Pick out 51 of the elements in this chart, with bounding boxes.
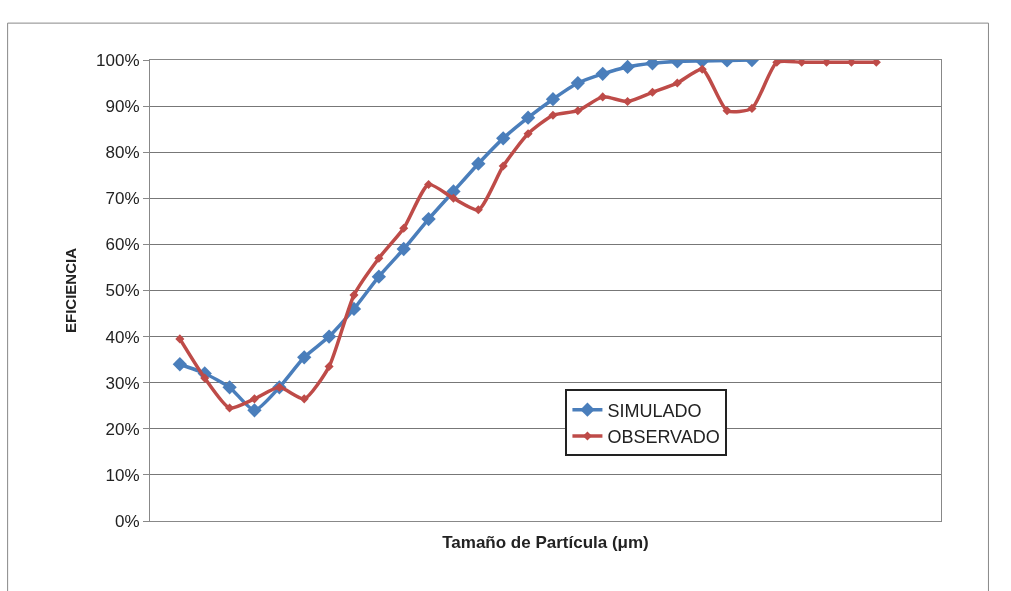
y-tick-label: 20% — [105, 419, 140, 439]
point — [620, 60, 635, 75]
y-tick-label: 0% — [115, 511, 140, 531]
point — [200, 373, 210, 383]
point — [299, 394, 309, 404]
point — [498, 161, 508, 171]
point — [324, 362, 334, 372]
point — [573, 106, 583, 116]
point — [222, 380, 237, 395]
y-tick-label: 70% — [105, 189, 140, 209]
point — [374, 253, 384, 263]
point — [172, 357, 187, 372]
point — [548, 110, 558, 120]
x-axis-title: Tamaño de Partícula (μm) — [442, 533, 649, 553]
point — [570, 75, 585, 91]
point — [523, 129, 533, 139]
point — [448, 193, 459, 203]
y-tick-label: 90% — [105, 97, 140, 117]
point — [471, 156, 486, 171]
point — [249, 394, 260, 404]
point — [247, 403, 262, 418]
y-axis-title: EFICIENCIA — [62, 247, 80, 334]
point — [321, 329, 337, 344]
point — [722, 106, 732, 116]
point — [496, 131, 511, 146]
y-tick-label: 10% — [105, 465, 140, 485]
legend-label: SIMULADO — [607, 400, 702, 421]
point — [672, 78, 682, 88]
point — [772, 60, 782, 67]
point — [349, 290, 359, 300]
point — [697, 64, 707, 74]
point — [424, 179, 434, 190]
y-tick-label: 50% — [105, 281, 140, 301]
y-tick-label: 80% — [105, 143, 140, 163]
point — [175, 334, 185, 344]
y-tick-label: 40% — [105, 327, 140, 347]
point — [297, 350, 312, 365]
point — [396, 241, 411, 257]
point — [595, 66, 610, 81]
point — [545, 92, 561, 107]
y-tick-label: 60% — [105, 235, 140, 255]
point — [371, 269, 386, 284]
point — [520, 110, 536, 125]
point — [747, 103, 757, 113]
point — [647, 87, 658, 97]
point — [623, 96, 633, 107]
point — [399, 223, 409, 233]
legend-label: OBSERVADO — [607, 427, 720, 448]
y-tick-label: 30% — [105, 373, 140, 393]
point — [421, 211, 436, 227]
y-tick-label: 100% — [96, 50, 140, 70]
